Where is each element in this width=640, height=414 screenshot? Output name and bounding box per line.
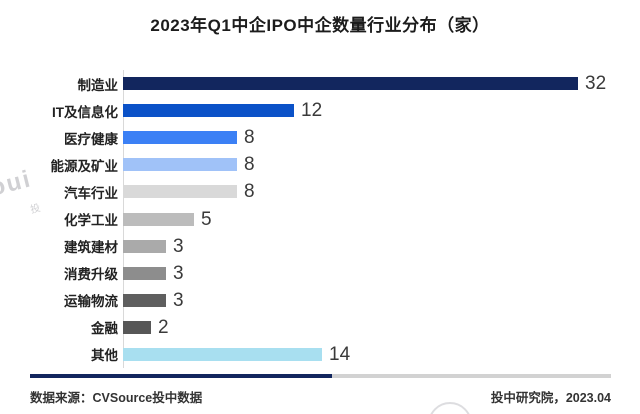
category-label: 其他	[91, 348, 118, 364]
bar-zone: 8	[123, 124, 612, 151]
credit-label: 投中研究院，2023.04	[490, 391, 611, 405]
category-label: 金融	[91, 321, 118, 337]
category-label: 医疗健康	[64, 131, 118, 147]
divider-gray-segment	[332, 374, 611, 378]
bar-zone: 3	[123, 260, 612, 287]
bar-zone: 2	[123, 314, 612, 341]
bar-zone: 12	[123, 97, 612, 124]
bar-zone: 3	[123, 287, 612, 314]
chart-title: 2023年Q1中企IPO中企数量行业分布（家）	[150, 16, 490, 35]
divider-navy-segment	[30, 374, 332, 378]
chart-row: 其他 14	[30, 341, 612, 368]
footer-divider	[30, 374, 611, 378]
value-label: 8	[244, 181, 255, 203]
bar-zone: 14	[123, 341, 612, 368]
value-label: 8	[244, 127, 255, 149]
category-label: 运输物流	[64, 294, 118, 310]
value-label: 3	[173, 235, 184, 257]
data-source-label: 数据来源：CVSource投中数据	[30, 391, 203, 405]
bar	[123, 104, 294, 118]
chart-rows: 制造业 32 IT及信息化 12 医疗健康 8 能源及矿业 8 汽车行业 8 化学工业 5 建筑建材 3 消…	[30, 70, 612, 368]
category-label: 汽车行业	[64, 185, 118, 201]
value-label: 14	[329, 343, 351, 365]
bar-zone: 32	[123, 70, 612, 97]
bar	[123, 320, 151, 334]
value-label: 5	[201, 208, 212, 230]
bar-zone: 5	[123, 205, 612, 232]
bar-zone: 3	[123, 233, 612, 260]
bar	[123, 185, 237, 199]
value-label: 2	[158, 316, 169, 338]
category-label: IT及信息化	[52, 104, 118, 120]
bar	[123, 293, 166, 307]
bar	[123, 212, 194, 226]
chart-row: 建筑建材 3	[30, 233, 612, 260]
value-label: 12	[301, 100, 323, 122]
bar	[123, 266, 166, 280]
category-label: 制造业	[77, 77, 119, 93]
bar-zone: 8	[123, 178, 612, 205]
bar	[123, 158, 237, 172]
chart-row: 化学工业 5	[30, 205, 612, 232]
chart-row: 汽车行业 8	[30, 178, 612, 205]
chart-row: 医疗健康 8	[30, 124, 612, 151]
bar	[123, 131, 237, 145]
bar	[123, 347, 322, 361]
chart-row: 运输物流 3	[30, 287, 612, 314]
value-label: 3	[173, 262, 184, 284]
category-label: 能源及矿业	[50, 158, 119, 174]
category-label: 化学工业	[64, 213, 118, 229]
category-label: 消费升级	[64, 267, 118, 283]
chart-row: 金融 2	[30, 314, 612, 341]
value-label: 8	[244, 154, 255, 176]
value-label: 3	[173, 289, 184, 311]
bar	[123, 77, 578, 91]
value-label: 32	[585, 73, 607, 95]
chart-row: 消费升级 3	[30, 260, 612, 287]
bar-chart: 制造业 32 IT及信息化 12 医疗健康 8 能源及矿业 8 汽车行业 8 化学工业 5 建筑建材 3 消…	[30, 70, 612, 368]
chart-row: 能源及矿业 8	[30, 151, 612, 178]
category-label: 建筑建材	[64, 240, 118, 256]
chart-row: IT及信息化 12	[30, 97, 612, 124]
chart-row: 制造业 32	[30, 70, 612, 97]
bar-zone: 8	[123, 151, 612, 178]
footer: 数据来源：CVSource投中数据 投中研究院，2023.04	[30, 387, 611, 406]
bar	[123, 239, 166, 253]
